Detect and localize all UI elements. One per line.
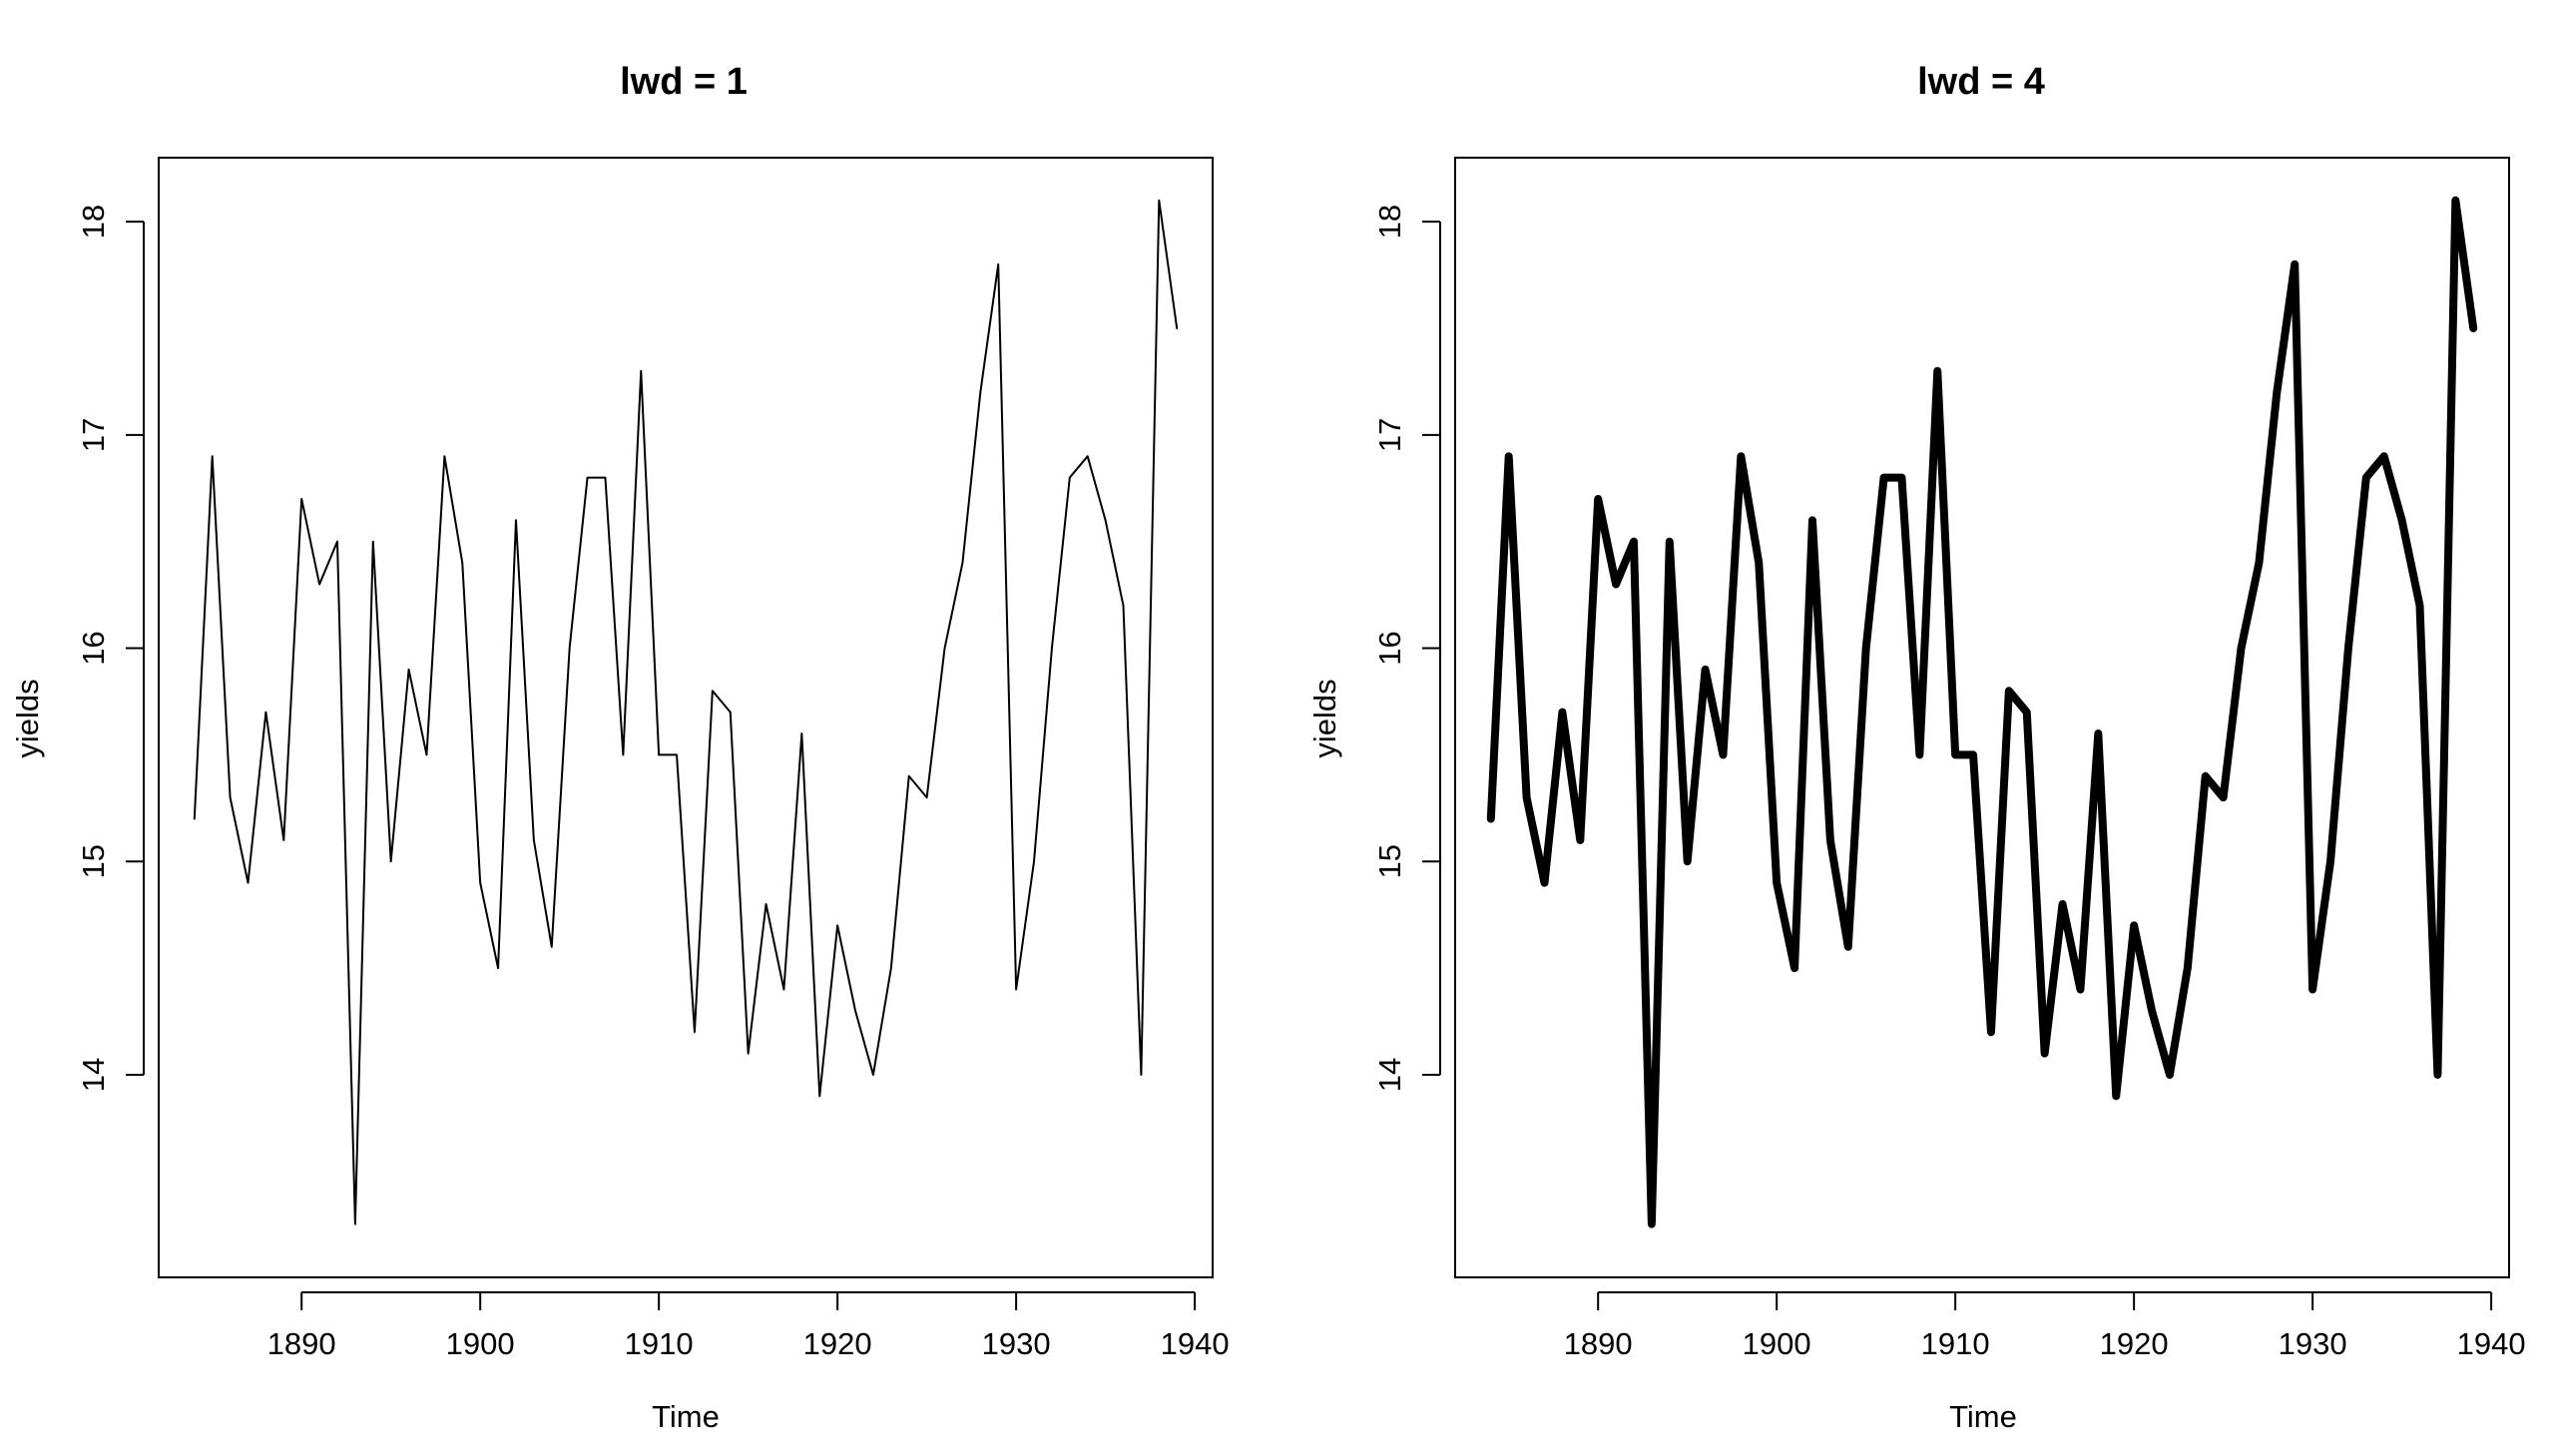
series [193, 199, 1179, 1225]
y-axis: 14 15 16 17 18 [76, 205, 145, 1092]
x-tick-label: 1920 [803, 1326, 872, 1361]
y-tick-label: 18 [1372, 205, 1407, 239]
chart-title: lwd = 1 [620, 61, 748, 103]
x-tick-label: 1900 [1743, 1326, 1811, 1361]
panel-lwd-1: lwd = 1 1890 1900 1910 1920 1930 1940 1415161… [10, 61, 1230, 1434]
y-axis-label: yields [10, 679, 45, 757]
series-line [193, 199, 1179, 1225]
x-tick-label: 1890 [1564, 1326, 1633, 1361]
y-tick-label: 17 [76, 418, 111, 452]
x-tick-label: 1940 [1161, 1326, 1230, 1361]
y-tick-label: 16 [76, 631, 111, 665]
x-tick-label: 1940 [2457, 1326, 2526, 1361]
y-tick-label: 16 [1372, 631, 1407, 665]
panel-lwd-4: lwd = 4 1890 1900 1910 1920 1930 1940 1415161… [1307, 61, 2526, 1434]
x-tick-label: 1930 [982, 1326, 1051, 1361]
x-tick-label: 1890 [267, 1326, 336, 1361]
chart-title: lwd = 4 [1917, 61, 2045, 103]
y-tick-label: 14 [76, 1058, 111, 1092]
y-axis: 14 15 16 17 18 [1372, 205, 1441, 1092]
y-tick-label: 18 [76, 205, 111, 239]
y-tick-label: 17 [1372, 418, 1407, 452]
x-axis-label: Time [652, 1399, 720, 1434]
x-tick-label: 1900 [446, 1326, 515, 1361]
y-tick-label: 14 [1372, 1058, 1407, 1092]
plot-frame [1454, 157, 2510, 1278]
x-tick-label: 1920 [2100, 1326, 2169, 1361]
y-tick-label: 15 [76, 844, 111, 878]
y-tick-label: 15 [1372, 844, 1407, 878]
x-axis: 1890 1900 1910 1920 1930 1940 [1564, 1291, 2526, 1361]
x-tick-label: 1910 [625, 1326, 694, 1361]
plot-frame [158, 157, 1214, 1278]
y-axis-label: yields [1307, 679, 1342, 757]
series [1486, 196, 2478, 1228]
series-line [1486, 196, 2478, 1228]
x-tick-label: 1930 [2279, 1326, 2347, 1361]
x-tick-label: 1910 [1921, 1326, 1990, 1361]
x-axis: 1890 1900 1910 1920 1930 1940 [267, 1291, 1230, 1361]
x-axis-label: Time [1949, 1399, 2017, 1434]
